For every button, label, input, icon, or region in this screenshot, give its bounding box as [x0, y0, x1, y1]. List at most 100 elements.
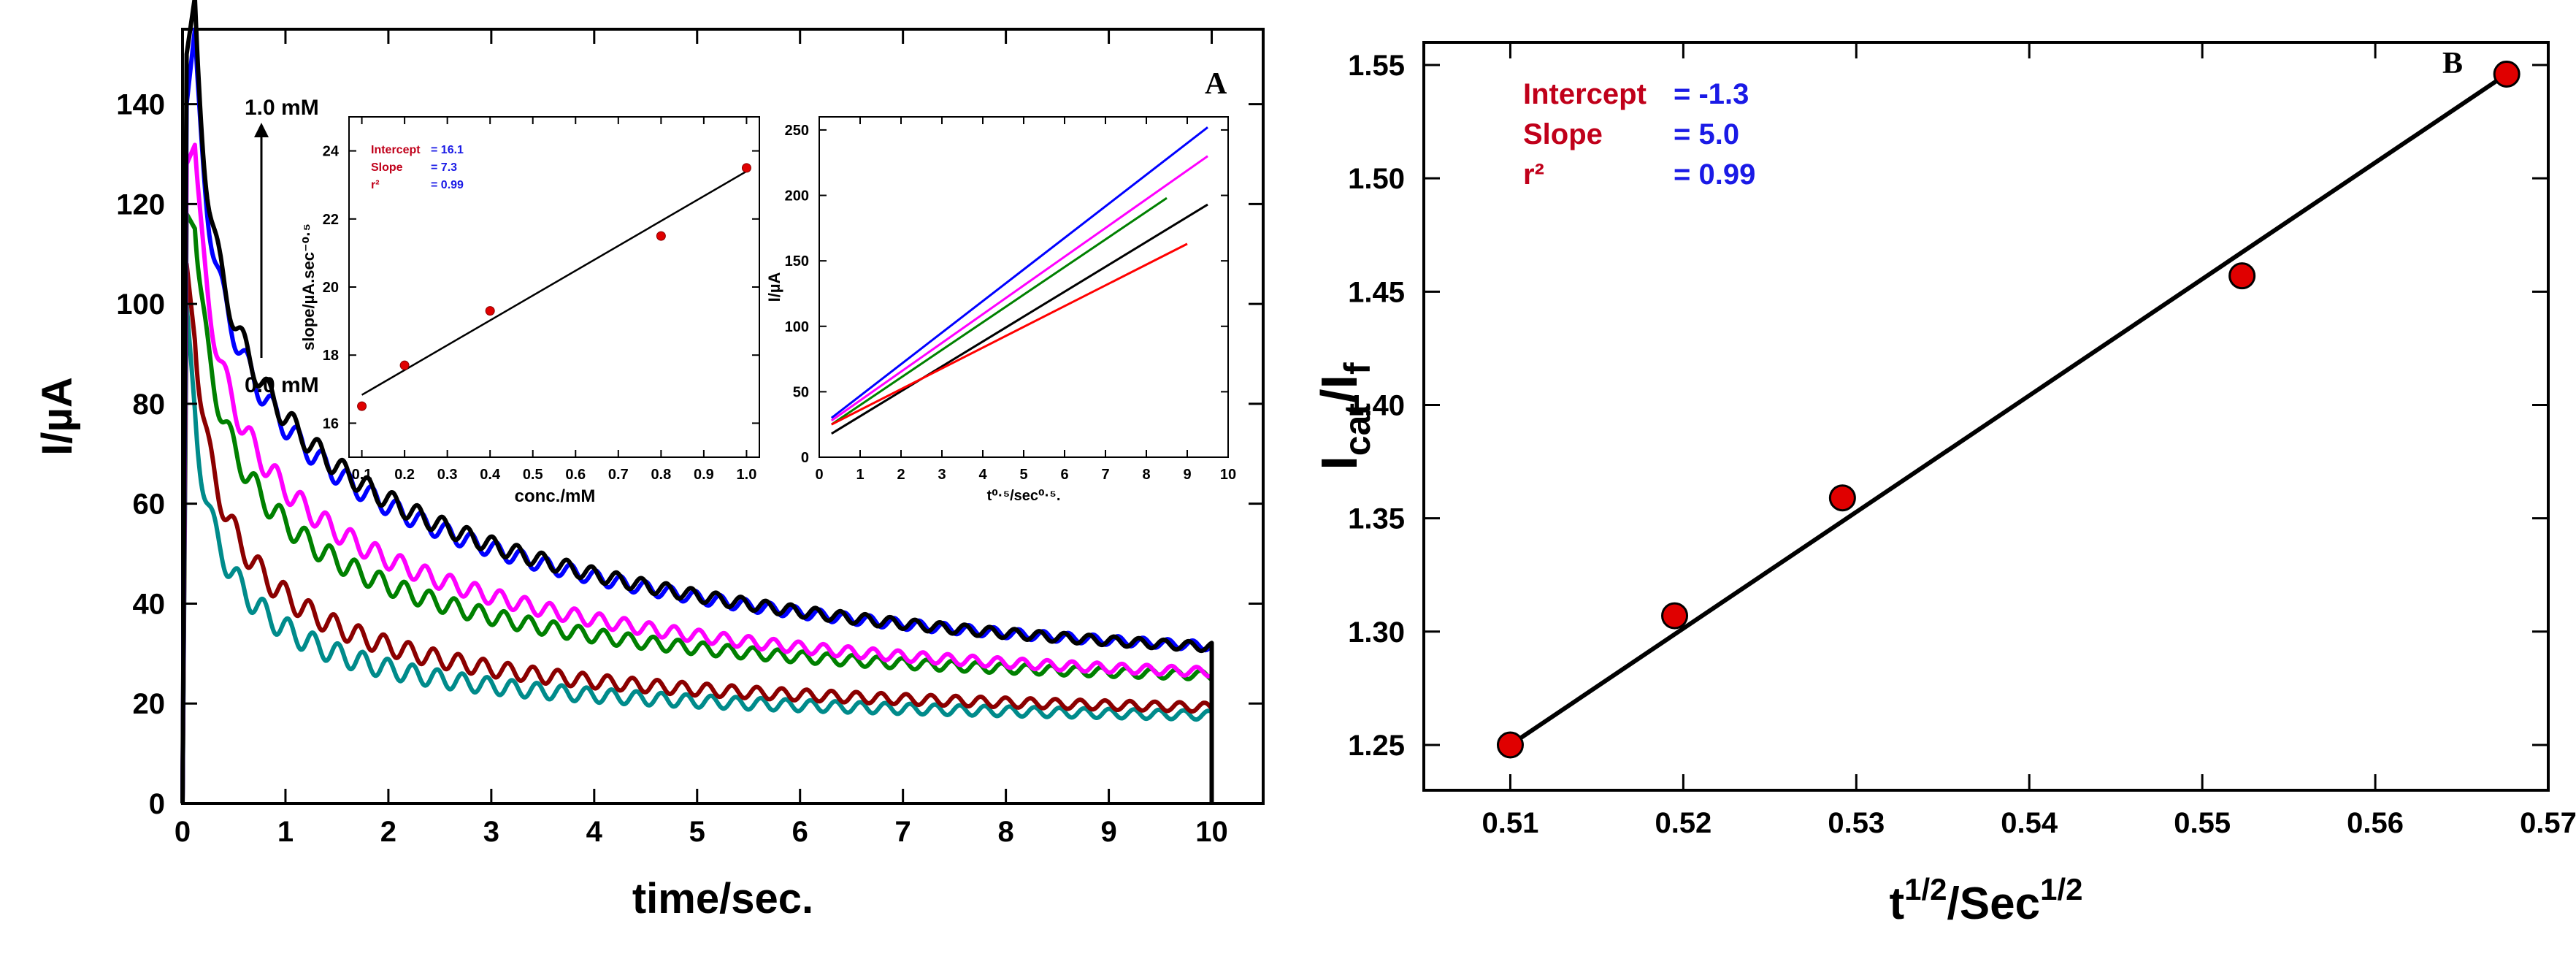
inset-1-legend: Intercept = 16.1 Slope = 7.3 r² = 0.99 [371, 144, 464, 191]
inset-2-x-tick-label-3: 3 [938, 467, 946, 483]
panel-b-y-tick-label-1: 1.30 [1348, 616, 1405, 649]
panel-b-point-1 [1661, 602, 1689, 630]
current-trace-1 [180, 261, 1214, 804]
inset-2-x-tick-label-7: 7 [1101, 467, 1109, 483]
inset-2-line-red [831, 242, 1188, 426]
inset-2-x-tick-label-10: 10 [1220, 467, 1236, 483]
panel-a-y-tick-label-5: 100 [116, 288, 165, 321]
inset-2-frame [819, 116, 1229, 458]
inset-1-x-tick-label-9: 1.0 [737, 467, 757, 483]
current-trace-3 [180, 142, 1214, 804]
panel-b-point-3 [2228, 262, 2256, 290]
inset-1-point-3 [656, 231, 666, 241]
panel-b-y-tick-label-4: 1.45 [1348, 276, 1405, 308]
inset-1-x-tick-label-3: 0.4 [480, 467, 501, 483]
panel-a-x-tick-label-7: 7 [895, 816, 911, 848]
inset-2-x-tick-label-6: 6 [1060, 467, 1068, 483]
panel-a-x-tick-label-6: 6 [792, 816, 808, 848]
panel-b-legend-r2-value: = 0.99 [1674, 158, 1755, 191]
panel-a-x-tick-label-5: 5 [689, 816, 705, 848]
annotation-bottom-label: 0.0 mM [245, 373, 319, 397]
inset-2-line-black [831, 203, 1208, 435]
inset-2-x-tick-label-8: 8 [1142, 467, 1150, 483]
panel-b-frame [1422, 41, 2550, 792]
inset-2-y-tick-label-2: 100 [785, 319, 809, 335]
panel-b-point-2 [1828, 484, 1856, 512]
inset-2-x-tick-label-0: 0 [815, 467, 823, 483]
inset-1-point-2 [485, 306, 495, 316]
inset-2-x-tick-label-4: 4 [978, 467, 987, 483]
inset-2-y-tick-label-3: 150 [785, 253, 809, 270]
panel-a-y-tick-label-2: 40 [133, 588, 166, 620]
inset-2-line-green [830, 196, 1168, 426]
inset-1-point-1 [399, 360, 410, 370]
panel-b-fit-line [1509, 72, 2508, 747]
inset-2-line-blue [830, 126, 1208, 419]
inset-1-y-tick-label-1: 18 [323, 348, 339, 364]
concentration-arrowhead [254, 123, 269, 137]
panel-b-point-0 [1496, 731, 1524, 759]
current-trace-2 [180, 212, 1214, 804]
inset-2-y-tick-label-0: 0 [801, 450, 809, 466]
panel-b-point-4 [2493, 60, 2521, 88]
current-trace-0 [180, 302, 1214, 804]
panel-b-x-tick-label-5: 0.56 [2347, 807, 2404, 839]
panel-a-x-axis-title: time/sec. [632, 875, 813, 922]
panel-b-x-tick-label-4: 0.55 [2174, 807, 2231, 839]
panel-a-x-tick-label-4: 4 [586, 816, 603, 848]
inset-1-point-4 [741, 163, 751, 173]
annotation-top-label: 1.0 mM [245, 96, 319, 120]
inset-1-chart: 0.1 0.2 0.3 0.4 0.5 0.6 0.7 0.8 0.9 1.0 16 18 20 22 24… [299, 116, 760, 506]
current-trace-5 [180, 0, 1214, 804]
panel-a-x-tick-label-8: 8 [997, 816, 1013, 848]
inset-1-legend-intercept-label: Intercept [371, 144, 421, 156]
panel-b-y-tick-label-6: 1.55 [1348, 50, 1405, 82]
panel-b-legend-slope-value: = 5.0 [1674, 118, 1739, 150]
inset-2-y-axis-title: I/µA [765, 272, 783, 302]
panel-b-legend-intercept-label: Intercept [1523, 78, 1647, 110]
inset-1-legend-slope-label: Slope [371, 161, 403, 174]
panel-a-x-tick-label-10: 10 [1195, 816, 1228, 848]
panel-b-y-tick-label-0: 1.25 [1348, 730, 1405, 762]
panel-b-plot-area: 0.51 0.52 0.53 0.54 0.55 0.56 0.57 1.25 1.30 1.35… [1348, 42, 2576, 839]
inset-1-y-tick-label-3: 22 [323, 212, 339, 228]
panel-b-x-axis-title: t1/2/Sec1/2 [1890, 872, 2083, 929]
panel-b-x-tick-label-3: 0.54 [2001, 807, 2058, 839]
panel-b-legend-intercept-value: = -1.3 [1674, 78, 1749, 110]
inset-1-x-tick-label-1: 0.2 [394, 467, 415, 483]
panel-b-letter: B [2442, 47, 2463, 80]
panel-a-x-tick-label-2: 2 [380, 816, 396, 848]
inset-1-frame [348, 116, 760, 458]
inset-1-point-0 [357, 401, 367, 411]
inset-2-y-tick-label-4: 200 [785, 188, 809, 205]
panel-a-current-curves [180, 0, 1214, 804]
panel-a-x-tick-label-3: 3 [483, 816, 499, 848]
panel-b-y-tick-label-3: 1.40 [1348, 389, 1405, 421]
inset-2-line-magenta [830, 155, 1208, 422]
panel-b-x-tick-label-1: 0.52 [1655, 807, 1711, 839]
inset-1-x-tick-label-8: 0.9 [694, 467, 714, 483]
inset-1-legend-intercept-value: = 16.1 [431, 144, 464, 156]
panel-a-y-tick-label-6: 120 [116, 188, 165, 221]
inset-1-x-tick-label-0: 0.1 [352, 467, 372, 483]
panel-a-y-tick-label-3: 60 [133, 489, 166, 521]
inset-1-y-axis-title: slope/µA.sec⁻⁰·⁵ [299, 223, 318, 351]
inset-1-x-tick-label-7: 0.8 [651, 467, 671, 483]
panel-b-x-tick-label-0: 0.51 [1482, 807, 1539, 839]
inset-2-x-tick-label-1: 1 [856, 467, 864, 483]
panel-b-y-tick-label-2: 1.35 [1348, 503, 1405, 535]
panel-b-x-tick-label-2: 0.53 [1828, 807, 1885, 839]
inset-1-legend-slope-value: = 7.3 [431, 161, 457, 174]
panel-b-legend-r2-label: r² [1523, 158, 1544, 191]
panel-b-y-axis-title: Icat/If [1311, 362, 1378, 470]
panel-a-y-tick-label-7: 140 [116, 89, 165, 121]
inset-2-y-tick-label-1: 50 [793, 384, 809, 400]
inset-2-x-tick-label-2: 2 [897, 467, 905, 483]
inset-1-y-tick-label-4: 24 [323, 144, 340, 160]
panel-b-legend-slope-label: Slope [1523, 118, 1603, 150]
panel-a-x-tick-label-0: 0 [175, 816, 191, 848]
inset-1-legend-r2-value: = 0.99 [431, 179, 464, 191]
